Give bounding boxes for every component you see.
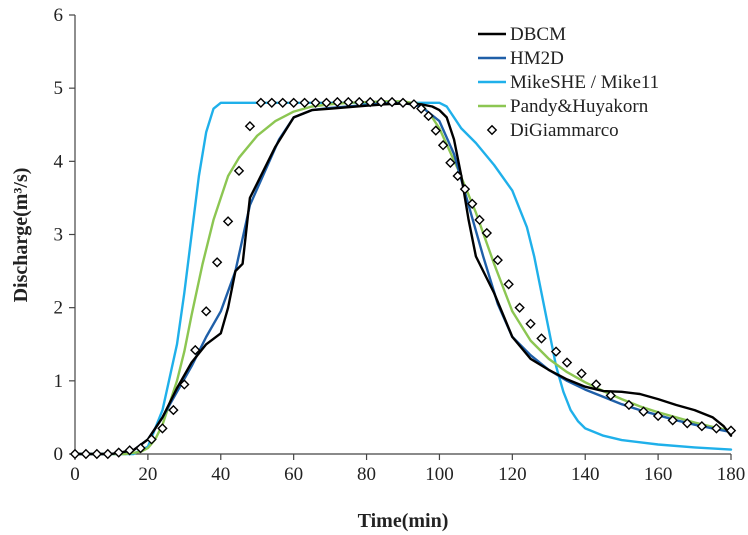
- x-tick-label: 20: [138, 464, 157, 485]
- legend-label: DiGiammarco: [510, 120, 619, 141]
- data-point: [682, 418, 693, 429]
- data-point: [525, 318, 536, 329]
- data-point: [467, 198, 478, 209]
- data-point: [354, 96, 365, 108]
- data-point: [168, 404, 179, 416]
- x-tick-label: 100: [425, 464, 454, 485]
- legend-label: MikeSHE / Mike11: [510, 72, 659, 93]
- data-point: [445, 157, 456, 168]
- x-tick-label: 60: [284, 464, 303, 485]
- data-point: [452, 170, 463, 182]
- x-tick-label: 80: [357, 464, 376, 485]
- data-point: [711, 423, 722, 434]
- y-tick-label: 4: [54, 151, 64, 172]
- data-point: [69, 448, 81, 460]
- series-points-digiammarco: [69, 96, 737, 460]
- data-point: [211, 257, 223, 268]
- data-point: [146, 434, 157, 445]
- data-point: [437, 140, 449, 151]
- x-tick-label: 120: [498, 464, 527, 485]
- series-line-mikeshe-mike11: [73, 101, 733, 456]
- y-tick-label: 6: [54, 5, 64, 26]
- legend: DBCM HM2D MikeSHE / Mike11 Pandy&Huyakorn Di…: [478, 24, 659, 141]
- legend-swatch: [486, 124, 498, 136]
- data-point: [124, 445, 135, 456]
- data-point: [623, 399, 635, 411]
- data-point: [321, 97, 332, 108]
- data-point: [332, 96, 343, 108]
- data-point: [266, 97, 277, 108]
- data-point: [550, 346, 562, 357]
- data-point: [474, 214, 485, 226]
- data-point: [135, 442, 146, 454]
- data-point: [375, 96, 387, 108]
- data-point: [696, 421, 708, 432]
- y-tick-label: 0: [54, 444, 64, 465]
- data-point: [576, 368, 587, 379]
- data-point: [343, 96, 354, 108]
- x-tick-label: 0: [70, 464, 80, 485]
- data-point: [492, 254, 503, 266]
- data-point: [365, 96, 376, 108]
- data-point: [667, 415, 678, 426]
- data-point: [244, 121, 256, 132]
- data-point: [277, 97, 288, 108]
- data-point: [222, 216, 234, 227]
- data-point: [590, 379, 602, 390]
- y-tick-label: 1: [54, 371, 64, 392]
- data-point: [481, 227, 493, 239]
- y-tick-label: 2: [54, 298, 64, 319]
- data-point: [503, 279, 514, 290]
- data-point: [423, 110, 434, 122]
- data-point: [514, 302, 525, 313]
- x-tick-label: 40: [211, 464, 230, 485]
- data-point: [725, 425, 737, 436]
- data-point: [299, 97, 310, 108]
- data-point: [536, 333, 547, 344]
- legend-label: Pandy&Huyakorn: [510, 96, 649, 117]
- x-tick-label: 140: [571, 464, 600, 485]
- data-point: [102, 448, 113, 460]
- data-point: [255, 97, 267, 108]
- series-layer: [69, 96, 737, 460]
- x-tick-label: 160: [644, 464, 673, 485]
- data-point: [201, 306, 212, 317]
- data-point: [386, 96, 398, 108]
- data-point: [605, 390, 616, 401]
- y-tick-label: 3: [54, 225, 64, 246]
- data-point: [190, 344, 201, 356]
- data-point: [652, 410, 664, 422]
- legend-label: DBCM: [510, 24, 566, 45]
- data-point: [91, 448, 103, 460]
- series-line-dbcm: [73, 102, 733, 456]
- y-axis-title: Discharge(m³/s): [10, 168, 32, 303]
- data-point: [561, 357, 573, 368]
- data-point: [416, 103, 427, 114]
- series-line-pandy-huyakorn: [73, 100, 733, 456]
- axes: [69, 14, 732, 460]
- data-point: [233, 165, 245, 177]
- data-point: [157, 423, 168, 434]
- legend-label: HM2D: [510, 48, 564, 69]
- data-point: [113, 447, 124, 458]
- data-point: [638, 406, 649, 417]
- y-tick-label: 5: [54, 78, 64, 99]
- series-line-hm2d: [73, 101, 733, 456]
- data-point: [408, 99, 420, 110]
- data-point: [80, 448, 92, 460]
- data-point: [288, 97, 299, 108]
- data-point: [397, 97, 409, 108]
- x-tick-label: 180: [717, 464, 746, 485]
- data-point: [179, 379, 190, 390]
- data-point: [459, 183, 471, 195]
- x-axis-title: Time(min): [358, 510, 449, 532]
- data-point: [310, 97, 321, 108]
- data-point: [430, 125, 441, 136]
